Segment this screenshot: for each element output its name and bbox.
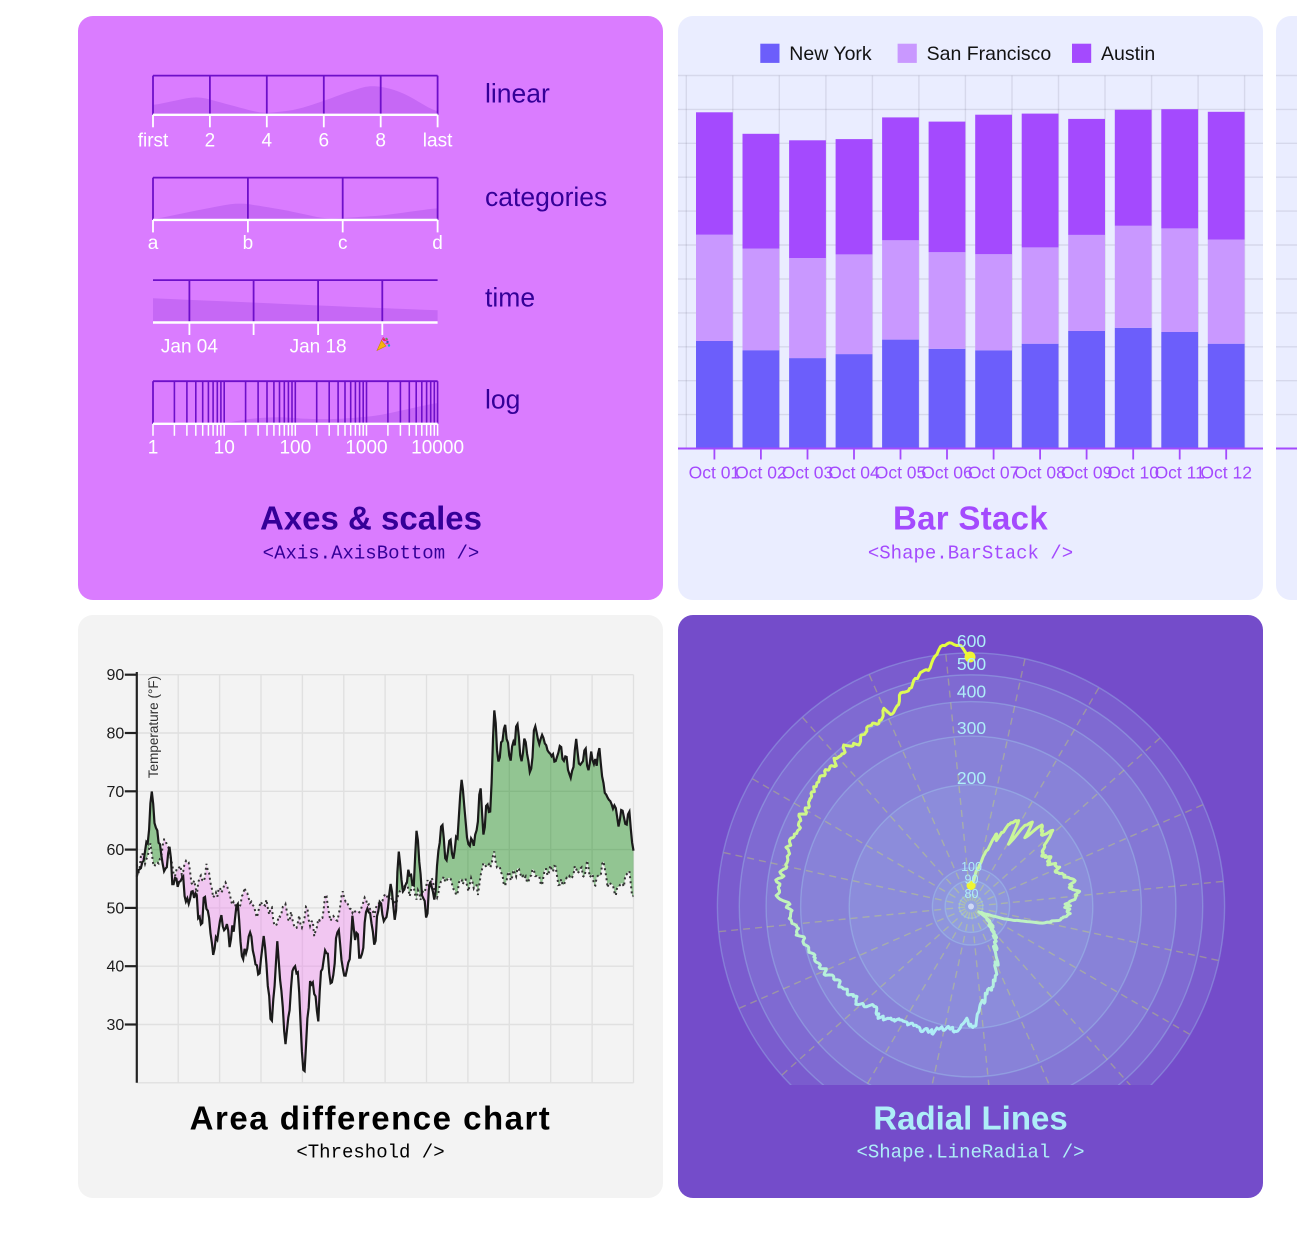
svg-text:New York: New York — [789, 43, 872, 65]
svg-text:<Axis.AxisBottom />: <Axis.AxisBottom /> — [263, 543, 480, 565]
svg-text:Bar Stack: Bar Stack — [893, 500, 1048, 537]
svg-text:Radial Lines: Radial Lines — [873, 1100, 1067, 1137]
svg-text:c: c — [338, 233, 348, 254]
svg-text:time: time — [485, 283, 535, 313]
svg-text:30: 30 — [107, 1017, 125, 1034]
svg-text:log: log — [485, 385, 520, 415]
svg-text:100: 100 — [961, 860, 982, 874]
svg-text:Oct 03: Oct 03 — [782, 463, 834, 483]
svg-text:Oct 11: Oct 11 — [1155, 463, 1205, 483]
svg-text:categories: categories — [485, 182, 607, 212]
svg-text:Oct 05: Oct 05 — [875, 463, 927, 483]
svg-text:1: 1 — [148, 438, 159, 459]
svg-text:90: 90 — [965, 873, 979, 887]
svg-text:90: 90 — [107, 667, 125, 684]
svg-text:400: 400 — [957, 682, 986, 702]
svg-text:200: 200 — [957, 768, 986, 788]
svg-text:<Shape.LineRadial />: <Shape.LineRadial /> — [856, 1142, 1084, 1164]
svg-text:8: 8 — [375, 131, 386, 152]
svg-text:Oct 10: Oct 10 — [1107, 463, 1159, 483]
svg-text:Oct 04: Oct 04 — [828, 463, 880, 483]
svg-text:b: b — [243, 233, 254, 254]
svg-text:1000: 1000 — [345, 438, 387, 459]
svg-text:2: 2 — [205, 131, 216, 152]
svg-text:a: a — [148, 233, 159, 254]
svg-text:Jan 18: Jan 18 — [290, 337, 347, 358]
svg-text:first: first — [138, 131, 169, 152]
svg-text:Axes & scales: Axes & scales — [260, 500, 482, 537]
svg-text:Oct 07: Oct 07 — [968, 463, 1020, 483]
svg-text:6: 6 — [319, 131, 330, 152]
svg-text:70: 70 — [107, 784, 125, 801]
svg-text:Austin: Austin — [1101, 43, 1155, 65]
svg-text:80: 80 — [965, 887, 979, 901]
svg-text:<Threshold />: <Threshold /> — [296, 1142, 444, 1164]
svg-text:Oct 12: Oct 12 — [1200, 463, 1252, 483]
svg-text:80: 80 — [107, 726, 125, 743]
svg-text:Oct 06: Oct 06 — [921, 463, 973, 483]
svg-text:10: 10 — [214, 438, 235, 459]
svg-text:50: 50 — [107, 900, 125, 917]
svg-text:Temperature (°F): Temperature (°F) — [146, 676, 161, 778]
svg-text:Jan 04: Jan 04 — [161, 337, 218, 358]
svg-text:60: 60 — [107, 842, 125, 859]
svg-text:600: 600 — [957, 631, 986, 651]
svg-text:Area difference chart: Area difference chart — [190, 1100, 552, 1137]
svg-text:40: 40 — [107, 959, 125, 976]
svg-text:4: 4 — [262, 131, 273, 152]
svg-text:10000: 10000 — [411, 438, 464, 459]
svg-text:Oct 01: Oct 01 — [689, 463, 741, 483]
svg-text:Oct 09: Oct 09 — [1061, 463, 1113, 483]
svg-text:Oct 02: Oct 02 — [735, 463, 787, 483]
svg-text:300: 300 — [957, 718, 986, 738]
svg-text:Oct 08: Oct 08 — [1014, 463, 1066, 483]
svg-text:500: 500 — [957, 654, 986, 674]
svg-text:<Shape.BarStack />: <Shape.BarStack /> — [868, 543, 1073, 565]
svg-text:San Francisco: San Francisco — [927, 43, 1052, 65]
svg-text:d: d — [432, 233, 443, 254]
svg-text:last: last — [423, 131, 453, 152]
svg-text:100: 100 — [279, 438, 311, 459]
svg-text:linear: linear — [485, 79, 550, 109]
